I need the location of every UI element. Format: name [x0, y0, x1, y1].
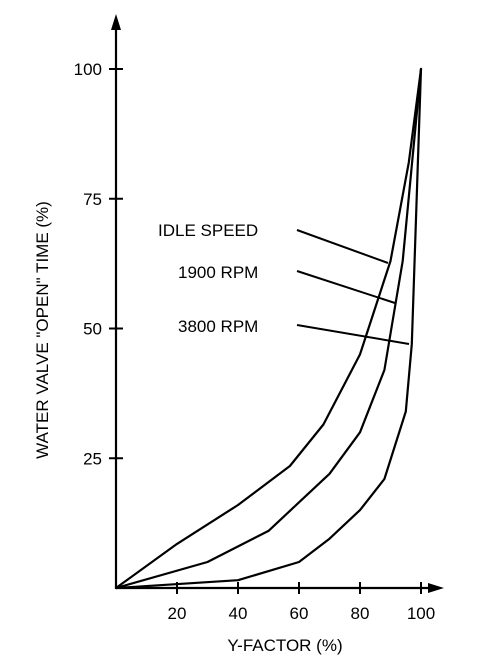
- callouts: IDLE SPEED 1900 RPM 3800 RPM: [158, 221, 410, 345]
- leader-line-1900-rpm: [296, 270, 396, 304]
- y-axis-arrow-icon: [111, 14, 121, 30]
- axes: [111, 14, 444, 593]
- y-tick-label: 100: [74, 60, 102, 79]
- curve-idle-speed: [114, 67, 423, 590]
- curves: [114, 67, 423, 590]
- curve-1900-rpm: [114, 67, 423, 590]
- series-label-3800-rpm: 3800 RPM: [178, 317, 258, 336]
- x-tick-label: 100: [407, 604, 435, 623]
- x-tick-label: 40: [229, 604, 248, 623]
- x-tick-label: 80: [351, 604, 370, 623]
- series-label-idle-speed: IDLE SPEED: [158, 221, 258, 240]
- leader-line-idle-speed: [296, 229, 389, 264]
- y-axis-label: WATER VALVE "OPEN" TIME (%): [33, 201, 52, 459]
- x-tick-label: 60: [290, 604, 309, 623]
- x-axis-arrow-icon: [428, 583, 444, 593]
- y-tick-label: 75: [83, 190, 102, 209]
- curve-3800-rpm: [114, 67, 423, 590]
- ticks: 20 40 60 80 100 25 50 75 100: [74, 60, 436, 623]
- x-tick-label: 20: [168, 604, 187, 623]
- y-tick-label: 25: [83, 449, 102, 468]
- x-axis-label: Y-FACTOR (%): [227, 636, 342, 655]
- series-label-1900-rpm: 1900 RPM: [178, 263, 258, 282]
- leader-line-3800-rpm: [296, 324, 410, 345]
- y-tick-label: 50: [83, 320, 102, 339]
